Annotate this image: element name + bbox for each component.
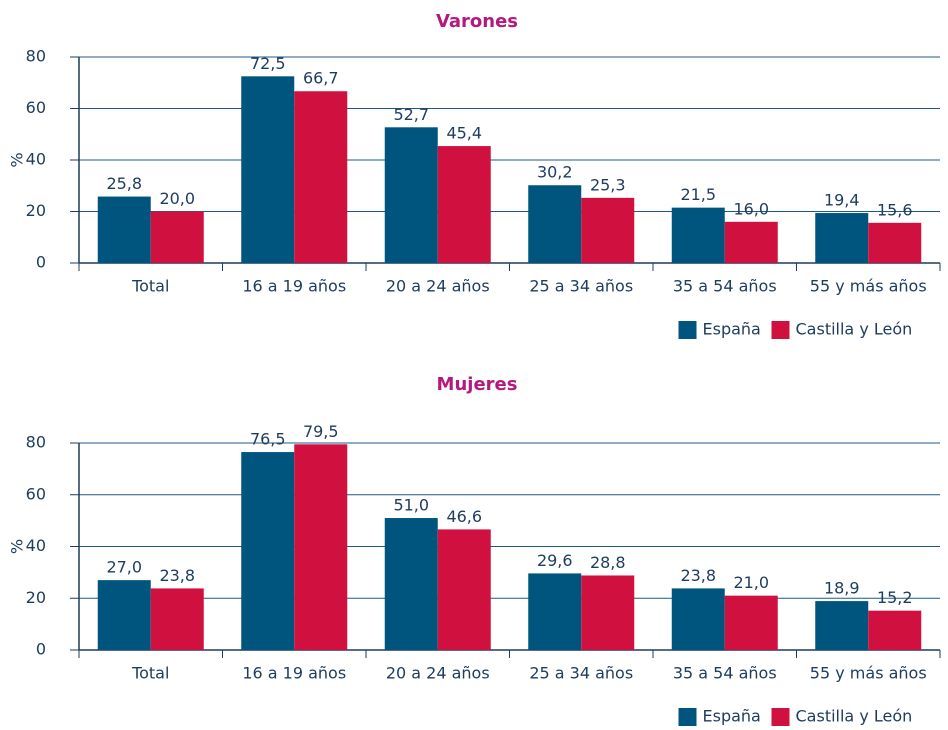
y-tick-label: 60 xyxy=(26,484,46,503)
bar xyxy=(671,207,725,263)
bar xyxy=(384,127,438,263)
x-tick-label: 20 a 24 años xyxy=(386,664,490,683)
y-tick-label: 60 xyxy=(26,98,46,117)
value-label: 20,0 xyxy=(159,189,195,208)
value-label: 25,3 xyxy=(590,175,626,194)
value-label: 52,7 xyxy=(393,105,429,124)
legend-swatch xyxy=(678,321,697,339)
bar xyxy=(241,452,295,650)
x-tick-label: 55 y más años xyxy=(810,277,927,296)
value-label: 79,5 xyxy=(303,422,339,441)
bar xyxy=(815,601,869,650)
value-label: 76,5 xyxy=(250,430,286,449)
chart-title: Mujeres xyxy=(437,374,518,395)
legend-label: Castilla y León xyxy=(796,320,913,339)
legend-label: Castilla y León xyxy=(796,707,913,726)
value-label: 28,8 xyxy=(590,553,626,572)
bar xyxy=(671,588,725,650)
x-tick-label: 35 a 54 años xyxy=(673,277,777,296)
x-tick-label: Total xyxy=(131,664,169,683)
x-tick-label: 25 a 34 años xyxy=(529,277,633,296)
x-tick-label: 35 a 54 años xyxy=(673,664,777,683)
legend-label: España xyxy=(703,707,761,726)
bar xyxy=(294,444,348,650)
y-axis-label: % xyxy=(8,539,27,554)
value-label: 29,6 xyxy=(537,551,573,570)
value-label: 16,0 xyxy=(733,199,769,218)
y-tick-label: 0 xyxy=(36,640,46,659)
bar xyxy=(384,518,438,650)
bar xyxy=(868,610,922,650)
value-label: 15,2 xyxy=(877,588,913,607)
value-label: 66,7 xyxy=(303,69,339,88)
value-label: 27,0 xyxy=(106,558,142,577)
x-tick-label: Total xyxy=(131,277,169,296)
bar xyxy=(581,575,635,650)
bar xyxy=(868,222,922,263)
y-tick-label: 20 xyxy=(26,588,46,607)
bar xyxy=(437,529,491,650)
x-tick-label: 16 a 19 años xyxy=(242,277,346,296)
bar xyxy=(581,197,635,263)
value-label: 15,6 xyxy=(877,200,913,219)
bar xyxy=(241,76,295,263)
bar xyxy=(150,211,204,263)
value-label: 72,5 xyxy=(250,54,286,73)
bar xyxy=(724,221,778,263)
y-tick-label: 80 xyxy=(26,433,46,452)
y-tick-label: 80 xyxy=(26,47,46,66)
legend-swatch xyxy=(771,321,790,339)
x-tick-label: 16 a 19 años xyxy=(242,664,346,683)
bar xyxy=(815,213,869,263)
value-label: 23,8 xyxy=(680,566,716,585)
value-label: 51,0 xyxy=(393,496,429,515)
legend-label: España xyxy=(703,320,761,339)
value-label: 21,0 xyxy=(733,573,769,592)
value-label: 30,2 xyxy=(537,163,573,182)
y-tick-label: 20 xyxy=(26,201,46,220)
value-label: 46,6 xyxy=(446,507,482,526)
y-tick-label: 40 xyxy=(26,536,46,555)
value-label: 25,8 xyxy=(106,174,142,193)
bar xyxy=(437,146,491,263)
value-label: 23,8 xyxy=(159,566,195,585)
legend-swatch xyxy=(678,708,697,726)
bar xyxy=(724,595,778,650)
bar xyxy=(97,580,151,650)
bar xyxy=(528,185,582,263)
value-label: 45,4 xyxy=(446,124,482,143)
bar xyxy=(97,196,151,263)
y-tick-label: 0 xyxy=(36,253,46,272)
bar xyxy=(528,573,582,650)
x-tick-label: 20 a 24 años xyxy=(386,277,490,296)
value-label: 21,5 xyxy=(680,185,716,204)
value-label: 19,4 xyxy=(824,191,860,210)
x-tick-label: 25 a 34 años xyxy=(529,664,633,683)
value-label: 18,9 xyxy=(824,579,860,598)
y-tick-label: 40 xyxy=(26,150,46,169)
bar xyxy=(294,91,348,263)
chart-title: Varones xyxy=(436,11,518,32)
bar xyxy=(150,588,204,650)
x-tick-label: 55 y más años xyxy=(810,664,927,683)
y-axis-label: % xyxy=(8,152,27,167)
legend-swatch xyxy=(771,708,790,726)
